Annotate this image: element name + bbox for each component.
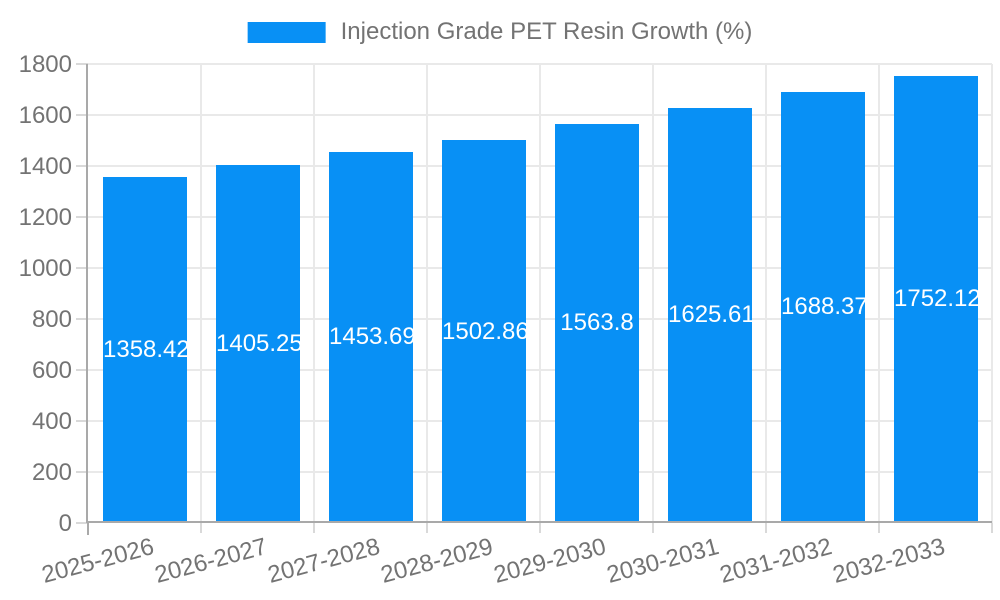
bar[interactable] (216, 165, 300, 523)
bar[interactable] (555, 124, 639, 523)
x-axis-tick-label: 2027-2028 (264, 533, 383, 589)
y-tick-mark (76, 165, 88, 167)
x-tick-mark (426, 523, 428, 533)
y-axis-tick-label: 1800 (18, 51, 72, 78)
x-gridline (426, 64, 428, 523)
x-axis-tick-label: 2031-2032 (716, 533, 835, 589)
x-tick-mark (765, 523, 767, 533)
y-tick-mark (76, 522, 88, 524)
y-axis-tick-label: 1600 (18, 102, 72, 129)
legend-item[interactable]: Injection Grade PET Resin Growth (%) (247, 18, 753, 45)
y-tick-mark (76, 318, 88, 320)
bar[interactable] (781, 92, 865, 523)
y-tick-mark (76, 369, 88, 371)
bar[interactable] (442, 140, 526, 523)
y-axis-tick-label: 600 (31, 357, 72, 384)
bar-value-label: 1405.25 (216, 330, 303, 357)
x-gridline (313, 64, 315, 523)
x-axis-tick-label: 2025-2026 (38, 533, 157, 589)
x-gridline (765, 64, 767, 523)
legend-swatch-icon (247, 21, 326, 43)
y-tick-mark (76, 420, 88, 422)
bar[interactable] (668, 108, 752, 523)
x-tick-mark (878, 523, 880, 533)
x-gridline (200, 64, 202, 523)
y-tick-mark (76, 471, 88, 473)
y-tick-mark (76, 114, 88, 116)
y-axis-tick-label: 1000 (18, 255, 72, 282)
x-gridline (652, 64, 654, 523)
x-gridline (878, 64, 880, 523)
y-axis-tick-label: 0 (58, 510, 72, 537)
legend-label: Injection Grade PET Resin Growth (%) (340, 18, 753, 45)
x-axis-tick-label: 2026-2027 (151, 533, 270, 589)
x-axis-tick-label: 2029-2030 (490, 533, 609, 589)
x-axis-tick-label: 2028-2029 (377, 533, 496, 589)
x-tick-mark (991, 523, 993, 533)
y-tick-mark (76, 63, 88, 65)
x-gridline (991, 64, 993, 523)
bar-value-label: 1563.8 (560, 309, 634, 336)
y-axis-tick-label: 1400 (18, 153, 72, 180)
y-tick-mark (76, 267, 88, 269)
bar-value-label: 1752.12 (894, 285, 981, 312)
y-tick-mark (76, 216, 88, 218)
x-axis-tick-label: 2032-2033 (829, 533, 948, 589)
y-axis-tick-label: 400 (31, 408, 72, 435)
bar-value-label: 1625.61 (668, 301, 755, 328)
bar[interactable] (894, 76, 978, 523)
x-tick-mark (313, 523, 315, 533)
bar-value-label: 1358.42 (103, 336, 190, 363)
x-gridline (539, 64, 541, 523)
y-axis-tick-label: 1200 (18, 204, 72, 231)
bar[interactable] (329, 152, 413, 523)
x-tick-mark (200, 523, 202, 533)
y-axis-tick-label: 800 (31, 306, 72, 333)
bar-value-label: 1502.86 (442, 318, 529, 345)
bar-value-label: 1688.37 (781, 293, 868, 320)
x-tick-mark (539, 523, 541, 533)
x-axis-line (86, 521, 992, 523)
x-tick-mark (652, 523, 654, 533)
x-axis-tick-label: 2030-2031 (603, 533, 722, 589)
bar[interactable] (103, 177, 187, 523)
bar-value-label: 1453.69 (329, 323, 416, 350)
y-axis-line (86, 64, 88, 523)
x-tick-mark (87, 523, 89, 535)
y-axis-tick-label: 200 (31, 459, 72, 486)
